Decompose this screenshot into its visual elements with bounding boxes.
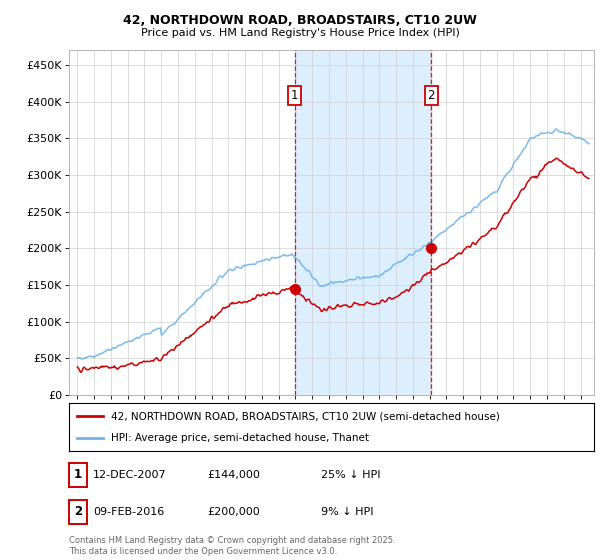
Text: 1: 1	[74, 468, 82, 482]
Text: 2: 2	[428, 88, 435, 102]
Text: 12-DEC-2007: 12-DEC-2007	[93, 470, 167, 480]
Text: Contains HM Land Registry data © Crown copyright and database right 2025.
This d: Contains HM Land Registry data © Crown c…	[69, 536, 395, 556]
Text: £200,000: £200,000	[207, 507, 260, 517]
Text: 2: 2	[74, 505, 82, 519]
Bar	[295, 50, 431, 395]
Text: 42, NORTHDOWN ROAD, BROADSTAIRS, CT10 2UW (semi-detached house): 42, NORTHDOWN ROAD, BROADSTAIRS, CT10 2U…	[111, 411, 500, 421]
Text: Price paid vs. HM Land Registry's House Price Index (HPI): Price paid vs. HM Land Registry's House …	[140, 28, 460, 38]
Text: 42, NORTHDOWN ROAD, BROADSTAIRS, CT10 2UW: 42, NORTHDOWN ROAD, BROADSTAIRS, CT10 2U…	[123, 14, 477, 27]
Text: 09-FEB-2016: 09-FEB-2016	[93, 507, 164, 517]
Text: HPI: Average price, semi-detached house, Thanet: HPI: Average price, semi-detached house,…	[111, 433, 369, 443]
Text: 25% ↓ HPI: 25% ↓ HPI	[321, 470, 380, 480]
Text: £144,000: £144,000	[207, 470, 260, 480]
Text: 1: 1	[291, 88, 298, 102]
Text: 9% ↓ HPI: 9% ↓ HPI	[321, 507, 373, 517]
